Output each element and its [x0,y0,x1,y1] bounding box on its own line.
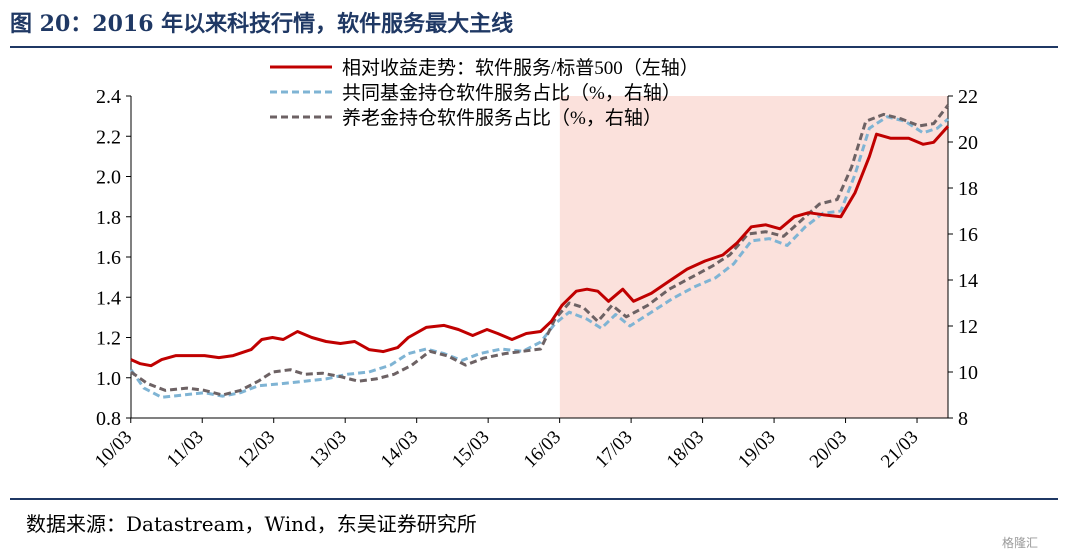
x-tick-label: 20/03 [806,427,851,472]
x-tick-label: 19/03 [734,427,779,472]
x-tick-label: 15/03 [448,427,493,472]
left-tick-label: 1.6 [96,247,121,269]
series-line [130,125,950,368]
x-tick-label: 18/03 [663,427,708,472]
left-tick-label: 2.0 [96,167,121,189]
series-line [130,104,950,397]
x-tick-label: 16/03 [520,427,565,472]
left-tick-label: 1.8 [96,207,121,229]
right-tick-label: 16 [958,224,978,246]
line-chart: 0.8 1.0 1.2 1.4 1.6 1.8 2.0 2.2 2.4 8 10 12 14 16 18 20… [91,57,978,472]
left-tick-label: 0.8 [96,408,121,430]
right-tick-label: 8 [958,408,968,430]
series-line [129,115,949,399]
figure-title: 图 20：2016 年以来科技行情，软件服务最大主线 [10,11,514,37]
x-tick-label: 14/03 [377,427,422,472]
footer-divider [10,498,1058,500]
data-source-note: 数据来源：Datastream，Wind，东吴证券研究所 [26,512,477,536]
x-tick-label: 10/03 [91,427,136,472]
title-divider [10,46,1058,48]
series-lines [129,104,950,399]
legend-label: 相对收益走势：软件服务/标普500（左轴） [342,57,699,79]
x-tick-label: 12/03 [234,427,279,472]
right-tick-label: 18 [958,178,978,200]
legend: 相对收益走势：软件服务/标普500（左轴） 共同基金持仓软件服务占比（%，右轴） 养… [270,57,699,129]
right-tick-label: 12 [958,316,978,338]
legend-label: 养老金持仓软件服务占比（%，右轴） [342,107,662,129]
left-tick-label: 1.2 [96,328,121,350]
right-tick-label: 20 [958,132,978,154]
watermark-logo: 格隆汇 [1002,536,1039,550]
left-tick-label: 1.0 [96,368,121,390]
right-tick-label: 22 [958,86,978,108]
left-tick-label: 2.2 [96,126,121,148]
left-tick-label: 2.4 [96,86,121,108]
x-tick-label: 11/03 [163,427,208,472]
legend-label: 共同基金持仓软件服务占比（%，右轴） [342,82,681,104]
x-tick-label: 17/03 [591,427,636,472]
right-tick-label: 10 [958,362,978,384]
right-tick-label: 14 [958,270,978,292]
left-tick-label: 1.4 [96,287,121,309]
x-tick-label: 21/03 [877,427,922,472]
highlight-band [559,96,948,418]
x-tick-label: 13/03 [305,427,350,472]
